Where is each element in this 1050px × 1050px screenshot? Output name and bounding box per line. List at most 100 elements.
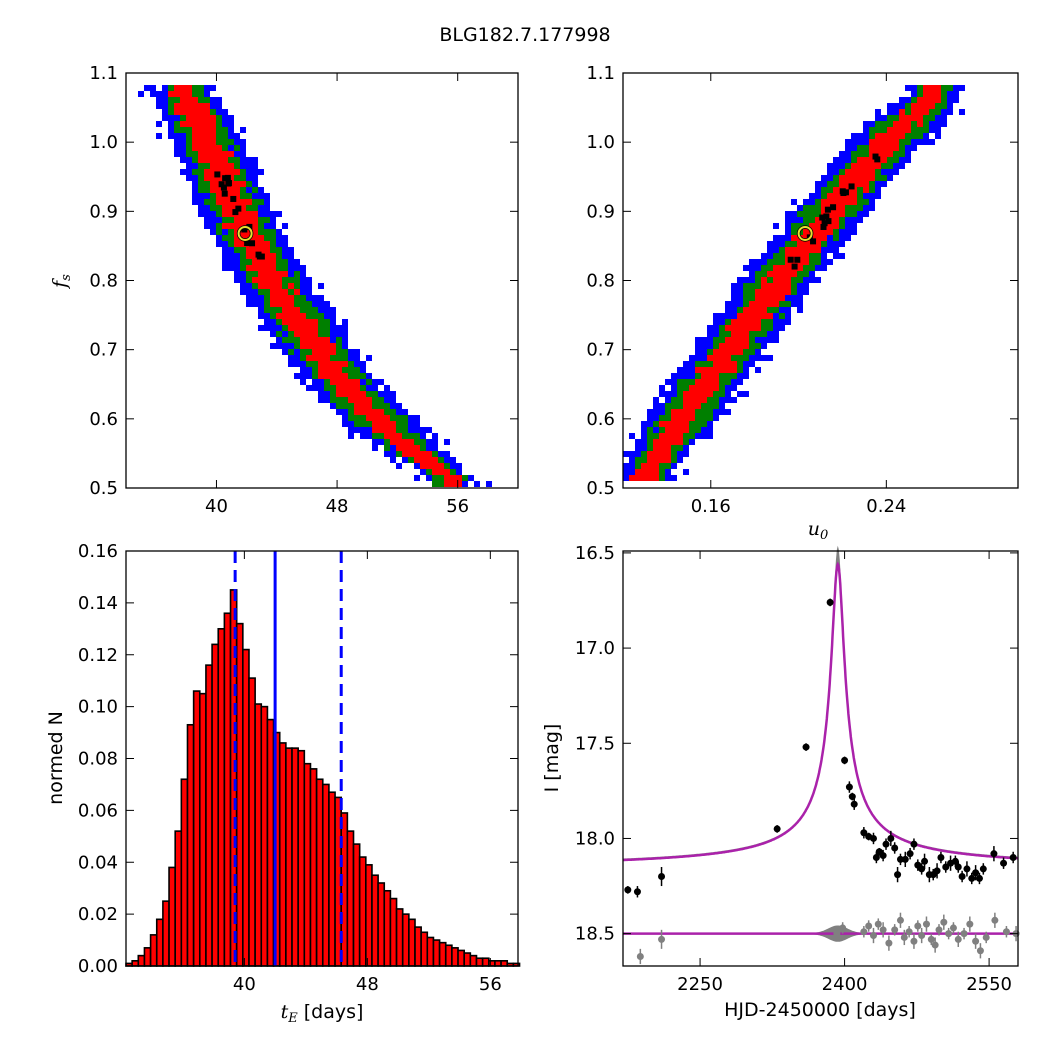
density-cell-outer [647, 415, 653, 421]
density-cell-middle [306, 307, 312, 313]
density-cell-inner [210, 181, 216, 187]
density-cell-outer [390, 391, 396, 397]
density-cell-inner [258, 277, 264, 283]
model-curve [623, 561, 1018, 862]
density-cell-outer [162, 115, 168, 121]
density-cell-middle [294, 343, 300, 349]
density-cell-outer [797, 301, 803, 307]
density-cell-outer [336, 331, 342, 337]
density-cell-inner [827, 229, 833, 235]
density-cell-inner [863, 175, 869, 181]
density-cell-inner [899, 133, 905, 139]
density-cell-outer [623, 475, 629, 481]
density-cell-middle [270, 313, 276, 319]
density-cell-middle [396, 451, 402, 457]
density-cell-middle [815, 211, 821, 217]
density-cell-middle [276, 319, 282, 325]
density-cell-middle [372, 433, 378, 439]
density-cell-inner [186, 109, 192, 115]
density-cell-middle [270, 247, 276, 253]
density-cell-peak [225, 180, 232, 187]
density-cell-inner [270, 301, 276, 307]
density-cell-outer [258, 205, 264, 211]
x-tick-label: 2250 [677, 974, 723, 995]
density-cell-outer [701, 355, 707, 361]
density-cell-inner [324, 337, 330, 343]
density-cell-middle [438, 457, 444, 463]
density-cell-outer [725, 409, 731, 415]
density-cell-inner [845, 181, 851, 187]
density-cell-middle [342, 349, 348, 355]
density-cell-middle [228, 139, 234, 145]
density-cell-middle [324, 379, 330, 385]
data-point [869, 834, 877, 842]
density-cell-middle [899, 145, 905, 151]
density-cell-inner [336, 385, 342, 391]
density-cell-middle [767, 265, 773, 271]
density-cell-outer [653, 415, 659, 421]
density-cell-outer [743, 391, 749, 397]
density-cell-inner [204, 175, 210, 181]
density-cell-middle [821, 187, 827, 193]
y-tick-label: 0.7 [89, 340, 118, 361]
density-cell-outer [953, 85, 959, 91]
density-cell-inner [785, 271, 791, 277]
density-cell-outer [899, 97, 905, 103]
density-cell-middle [749, 349, 755, 355]
density-cell-outer [767, 355, 773, 361]
density-cell-middle [222, 217, 228, 223]
density-cell-middle [779, 313, 785, 319]
density-cell-outer [228, 265, 234, 271]
density-cell-inner [204, 103, 210, 109]
density-cell-middle [719, 331, 725, 337]
density-cell-outer [821, 247, 827, 253]
density-cell-outer [827, 163, 833, 169]
density-cell-outer [150, 85, 156, 91]
density-cell-outer [731, 313, 737, 319]
density-cell-outer [635, 451, 641, 457]
density-cell-middle [797, 277, 803, 283]
density-cell-outer [258, 211, 264, 217]
density-cell-inner [186, 85, 192, 91]
density-cell-outer [324, 397, 330, 403]
histogram-bar [143, 947, 152, 967]
density-cell-middle [234, 247, 240, 253]
density-cell-middle [204, 97, 210, 103]
density-cell-outer [821, 265, 827, 271]
density-cell-middle [432, 451, 438, 457]
density-cell-outer [258, 313, 264, 319]
data-point [891, 844, 899, 852]
density-cell-outer [408, 421, 414, 427]
histogram-bar [365, 864, 373, 967]
density-cell-inner [767, 289, 773, 295]
density-cell-outer [767, 241, 773, 247]
density-cell-middle [647, 427, 653, 433]
photometry-points [624, 598, 1020, 965]
density-cell-inner [372, 421, 378, 427]
density-cell-inner [659, 451, 665, 457]
density-cell-inner [360, 397, 366, 403]
density-cell-outer [306, 295, 312, 301]
density-cell-outer [809, 271, 815, 277]
density-cell-inner [695, 397, 701, 403]
density-cell-inner [755, 319, 761, 325]
density-cell-inner [198, 139, 204, 145]
density-cell-middle [210, 199, 216, 205]
density-cell-middle [653, 433, 659, 439]
density-cell-middle [707, 397, 713, 403]
density-cell-inner [695, 385, 701, 391]
density-cell-outer [234, 151, 240, 157]
density-cell-inner [318, 373, 324, 379]
density-cell-middle [294, 271, 300, 277]
histogram-bar [309, 768, 318, 967]
residual-point [914, 922, 922, 930]
density-cell-outer [827, 247, 833, 253]
density-cell-inner [665, 433, 671, 439]
density-cell-inner [282, 289, 288, 295]
density-cell-middle [384, 439, 390, 445]
density-cell-inner [372, 427, 378, 433]
density-cell-outer [246, 187, 252, 193]
density-cell-middle [875, 169, 881, 175]
density-cell-middle [198, 85, 204, 91]
histogram-markers [233, 551, 343, 966]
